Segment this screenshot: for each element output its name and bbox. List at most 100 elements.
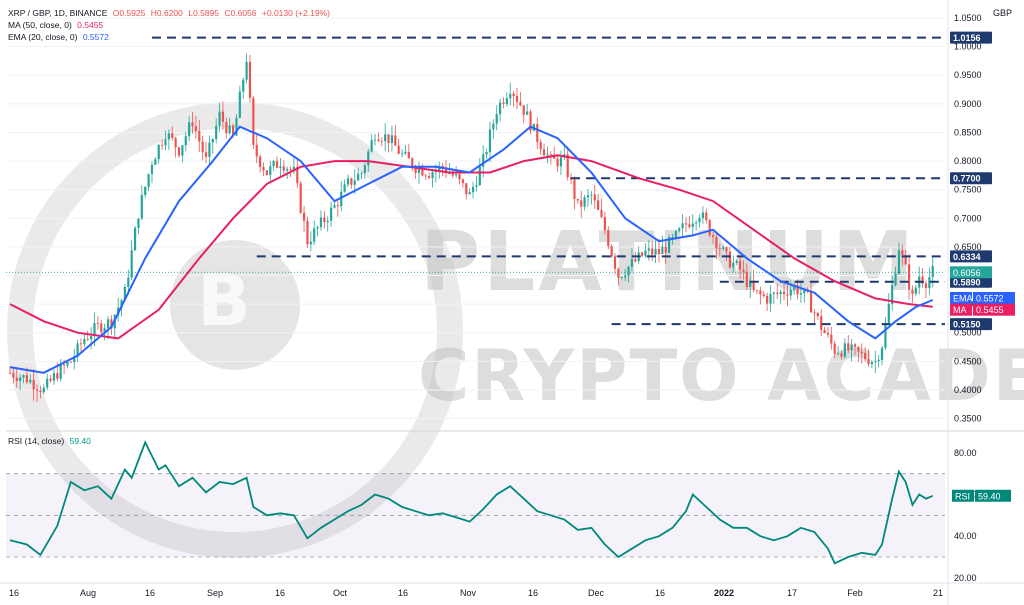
candle-body [15, 377, 18, 382]
candle-body [671, 237, 674, 238]
candle-body [164, 139, 167, 146]
candle-body [265, 170, 268, 175]
candle-body [742, 269, 745, 272]
ohlc-open: O0.5925 [112, 8, 146, 18]
candle-body [772, 292, 775, 294]
candle-body [569, 177, 573, 180]
time-tick-label: 16 [145, 588, 155, 598]
time-tick-label: 2022 [714, 588, 734, 598]
candle-body [860, 351, 863, 354]
legend-ema-row[interactable]: EMA (20, close, 0) 0.5572 [8, 32, 112, 42]
time-tick-label: 16 [528, 588, 538, 598]
candle-body [225, 121, 228, 134]
candle-body [502, 102, 505, 104]
candle-body [313, 228, 316, 242]
candle-body [911, 289, 914, 294]
candle-body [823, 330, 826, 333]
candle-body [211, 139, 214, 143]
candle-body [137, 218, 140, 228]
candle-body [161, 144, 164, 146]
candle-body [850, 344, 853, 351]
candle-body [931, 266, 934, 278]
rsi-pane [6, 430, 1024, 565]
candle-body [678, 228, 681, 231]
candle-body [106, 319, 110, 329]
candle-body [789, 289, 792, 296]
level-tag-label: 0.7700 [953, 174, 981, 184]
candle-body [722, 247, 725, 249]
indicator-tag-price-box [973, 291, 1015, 304]
legend-ma-row[interactable]: MA (50, close, 0) 0.5455 [8, 20, 106, 30]
candle-body [769, 293, 772, 304]
candle-body [384, 134, 387, 142]
candle-body [198, 131, 201, 142]
candle-body [340, 191, 343, 207]
candle-body [411, 158, 414, 168]
candle-body [661, 246, 664, 255]
indicator-tag-price-box [973, 303, 1015, 316]
candle-body [90, 336, 93, 340]
candle-body [728, 251, 732, 268]
level-tag [950, 250, 992, 263]
candle-body [830, 334, 833, 344]
candle-body [140, 194, 143, 219]
candle-body [316, 227, 319, 229]
candle-body [103, 328, 106, 333]
candle-body [796, 285, 799, 295]
candle-body [539, 142, 542, 150]
candle-body [495, 114, 498, 124]
legend-symbol-row: XRP / GBP, 1D, BINANCE O0.5925 H0.6200 L… [8, 8, 333, 18]
candle-body [478, 166, 481, 186]
candle-body [279, 166, 282, 168]
candle-body [110, 319, 113, 329]
candle-body [8, 372, 12, 374]
ohlc-change: +0.0130 (+2.19%) [261, 8, 330, 18]
candle-body [627, 266, 630, 276]
candle-body [600, 209, 603, 218]
candle-body [813, 312, 816, 314]
time-tick-label: 16 [655, 588, 665, 598]
candle-body [559, 157, 563, 167]
candle-body [326, 220, 329, 223]
candle-body [708, 220, 711, 236]
candle-body [444, 167, 448, 174]
candle-body [177, 147, 181, 156]
candle-body [377, 139, 380, 141]
candle-body [228, 125, 231, 134]
candle-body [597, 200, 600, 210]
candle-body [296, 166, 299, 184]
candle-body [840, 353, 843, 357]
candle-body [837, 353, 840, 355]
candle-body [407, 151, 410, 159]
candle-body [897, 250, 901, 274]
candle-body [853, 344, 857, 347]
candle-body [482, 154, 485, 167]
candle-body [492, 123, 495, 130]
candle-body [171, 133, 174, 138]
candle-body [394, 135, 397, 146]
candle-body [22, 375, 25, 378]
candle-body [333, 205, 336, 208]
candle-body [292, 166, 296, 170]
candle-body [123, 286, 127, 301]
time-tick-label: 21 [933, 588, 943, 598]
candle-body [816, 313, 819, 317]
time-tick-label: 16 [275, 588, 285, 598]
candle-body [793, 285, 796, 290]
candle-body [681, 223, 684, 229]
ma-label: MA (50, close, 0) [8, 20, 72, 30]
level-tag [950, 172, 992, 185]
time-tick-label: 16 [9, 588, 19, 598]
legend-rsi-row[interactable]: RSI (14, close) 59.40 [8, 436, 94, 446]
candle-body [698, 217, 701, 223]
time-tick-label: Sep [207, 588, 223, 598]
candle-body [414, 167, 417, 174]
price-tick-label: 1.0000 [954, 42, 982, 52]
price-tick-label: 1.0500 [954, 13, 982, 23]
candle-body [705, 212, 708, 221]
price-tick-label: 0.6500 [954, 242, 982, 252]
candle-body [799, 293, 803, 295]
indicator-tag-name-box [950, 291, 972, 304]
time-tick-label: Feb [847, 588, 863, 598]
